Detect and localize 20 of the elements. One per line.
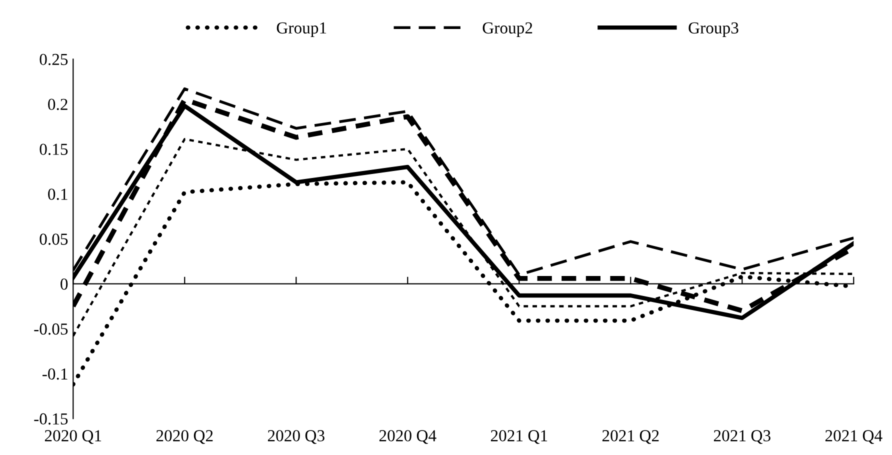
y-tick-label: 0.15 <box>40 144 68 156</box>
y-tick-label: 0.05 <box>40 234 68 245</box>
y-tick-label: 0 <box>60 278 68 290</box>
x-tick-label: 2021 Q4 <box>825 430 882 444</box>
legend-label: Group3 <box>688 22 738 37</box>
y-tick-label: 0.25 <box>40 54 68 66</box>
y-tick-label: -0.1 <box>42 368 68 380</box>
legend-label: Group1 <box>276 22 326 37</box>
x-tick-label: 2020 Q2 <box>156 430 213 444</box>
y-tick-label: 0.1 <box>48 188 68 200</box>
y-tick-label: -0.05 <box>34 323 68 335</box>
y-tick-label: 0.2 <box>48 98 68 110</box>
y-tick-label: -0.15 <box>34 413 68 425</box>
x-tick-label: 2021 Q3 <box>714 430 770 444</box>
x-tick-label: 2021 Q2 <box>602 430 659 444</box>
x-tick-label: 2021 Q1 <box>490 430 548 444</box>
legend-label: Group2 <box>482 22 532 37</box>
x-tick-label: 2020 Q1 <box>44 430 102 444</box>
x-tick-label: 2020 Q4 <box>379 430 436 444</box>
x-tick-label: 2020 Q3 <box>268 430 324 444</box>
